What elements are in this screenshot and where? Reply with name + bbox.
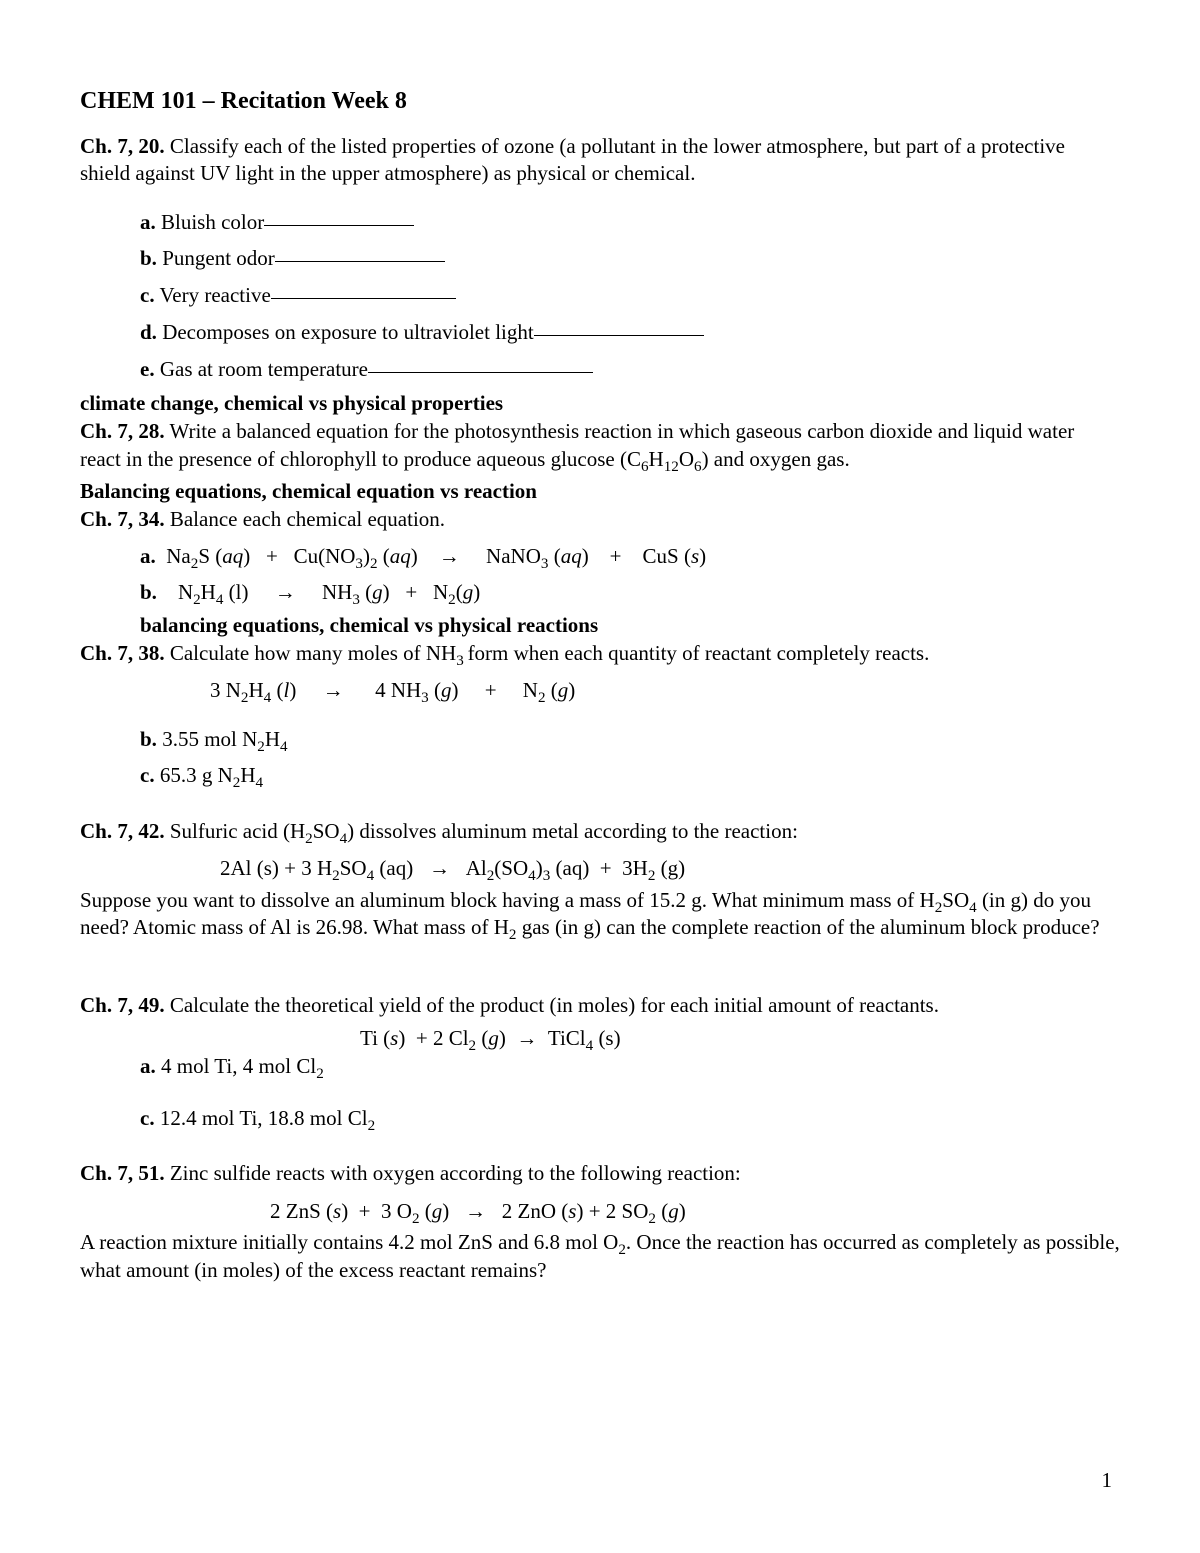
fill-blank[interactable] xyxy=(271,298,456,299)
equation-7-38: 3 N2H4 (l) → 4 NH3 (g) + N2 (g) xyxy=(80,673,1120,709)
item-text: Bluish color xyxy=(156,210,265,234)
question-text: Calculate the theoretical yield of the p… xyxy=(165,993,939,1017)
item-text: Decomposes on exposure to ultraviolet li… xyxy=(157,320,534,344)
question-label: Ch. 7, 38. xyxy=(80,641,165,665)
question-7-42: Ch. 7, 42. Sulfuric acid (H2SO4) dissolv… xyxy=(80,818,1120,845)
topic-tag: balancing equations, chemical vs physica… xyxy=(80,613,1120,638)
question-7-51: Ch. 7, 51. Zinc sulfide reacts with oxyg… xyxy=(80,1160,1120,1187)
question-text: Zinc sulfide reacts with oxygen accordin… xyxy=(165,1161,741,1185)
question-label: Ch. 7, 42. xyxy=(80,819,165,843)
item-letter: c. xyxy=(140,283,155,307)
item-letter: d. xyxy=(140,320,157,344)
question-label: Ch. 7, 34. xyxy=(80,507,165,531)
question-text: A reaction mixture initially contains 4.… xyxy=(80,1230,618,1254)
question-text: ) dissolves aluminum metal according to … xyxy=(347,819,798,843)
question-text: Suppose you want to dissolve an aluminum… xyxy=(80,888,935,912)
topic-tag: climate change, chemical vs physical pro… xyxy=(80,391,1120,416)
question-label: Ch. 7, 28. xyxy=(80,419,165,443)
question-text: form when each quantity of reactant comp… xyxy=(468,641,930,665)
list-item: b. Pungent odor xyxy=(80,240,1120,277)
fill-blank[interactable] xyxy=(264,225,414,226)
item-text: 12.4 mol Ti, 18.8 mol Cl xyxy=(155,1106,368,1130)
list-item: b. 3.55 mol N2H4 xyxy=(80,721,1120,758)
item-letter: b. xyxy=(140,246,157,270)
item-letter: a. xyxy=(140,210,156,234)
question-7-51-followup: A reaction mixture initially contains 4.… xyxy=(80,1229,1120,1284)
item-text: Gas at room temperature xyxy=(155,357,368,381)
list-item: a. Bluish color xyxy=(80,204,1120,241)
item-letter: c. xyxy=(140,1106,155,1130)
item-letter: c. xyxy=(140,763,155,787)
topic-tag: Balancing equations, chemical equation v… xyxy=(80,479,1120,504)
equation-7-42: 2Al (s) + 3 H2SO4 (aq) → Al2(SO4)3 (aq) … xyxy=(80,851,1120,887)
list-item: a. 4 mol Ti, 4 mol Cl2 xyxy=(80,1052,1120,1081)
question-7-20: Ch. 7, 20. Classify each of the listed p… xyxy=(80,133,1120,188)
page-title: CHEM 101 – Recitation Week 8 xyxy=(80,88,1120,115)
list-item: c. 65.3 g N2H4 xyxy=(80,757,1120,794)
q20-list: a. Bluish color b. Pungent odor c. Very … xyxy=(80,204,1120,388)
question-7-28: Ch. 7, 28. Write a balanced equation for… xyxy=(80,418,1120,473)
question-text: Balance each chemical equation. xyxy=(165,507,445,531)
item-letter: a. xyxy=(140,1054,156,1078)
list-item: d. Decomposes on exposure to ultraviolet… xyxy=(80,314,1120,351)
question-text: Calculate how many moles of NH xyxy=(165,641,457,665)
list-item: c. Very reactive xyxy=(80,277,1120,314)
equation-7-51: 2 ZnS (s) + 3 O2 (g) → 2 ZnO (s) + 2 SO2… xyxy=(80,1194,1120,1230)
item-text: 3.55 mol N xyxy=(157,727,257,751)
fill-blank[interactable] xyxy=(534,335,704,336)
question-label: Ch. 7, 49. xyxy=(80,993,165,1017)
item-text: 65.3 g N xyxy=(155,763,233,787)
fill-blank[interactable] xyxy=(368,372,593,373)
list-item: c. 12.4 mol Ti, 18.8 mol Cl2 xyxy=(80,1100,1120,1137)
equation-7-49: Ti (s) + 2 Cl2 (g) → TiCl4 (s) xyxy=(80,1025,1120,1052)
question-text: Write a balanced equation for the photos… xyxy=(80,419,1074,470)
equation-7-34a: a. Na2S (aq) + Cu(NO3)2 (aq) → NaNO3 (aq… xyxy=(80,539,1120,575)
document-page: CHEM 101 – Recitation Week 8 Ch. 7, 20. … xyxy=(0,0,1200,1553)
question-text: Sulfuric acid (H xyxy=(165,819,306,843)
question-text: Classify each of the listed properties o… xyxy=(80,134,1065,185)
item-letter: e. xyxy=(140,357,155,381)
fill-blank[interactable] xyxy=(275,261,445,262)
item-text: Pungent odor xyxy=(157,246,275,270)
question-7-42-followup: Suppose you want to dissolve an aluminum… xyxy=(80,887,1120,942)
item-text: Very reactive xyxy=(155,283,271,307)
item-letter: b. xyxy=(140,727,157,751)
question-text: gas (in g) can the complete reaction of … xyxy=(516,915,1099,939)
question-label: Ch. 7, 51. xyxy=(80,1161,165,1185)
question-7-34: Ch. 7, 34. Balance each chemical equatio… xyxy=(80,506,1120,533)
question-text: ) and oxygen gas. xyxy=(702,447,850,471)
equation-7-34b: b. N2H4 (l) → NH3 (g) + N2(g) xyxy=(80,575,1120,611)
list-item: e. Gas at room temperature xyxy=(80,351,1120,388)
question-label: Ch. 7, 20. xyxy=(80,134,165,158)
page-number: 1 xyxy=(1102,1468,1113,1493)
item-text: 4 mol Ti, 4 mol Cl xyxy=(156,1054,316,1078)
question-7-49: Ch. 7, 49. Calculate the theoretical yie… xyxy=(80,992,1120,1019)
question-7-38: Ch. 7, 38. Calculate how many moles of N… xyxy=(80,640,1120,667)
